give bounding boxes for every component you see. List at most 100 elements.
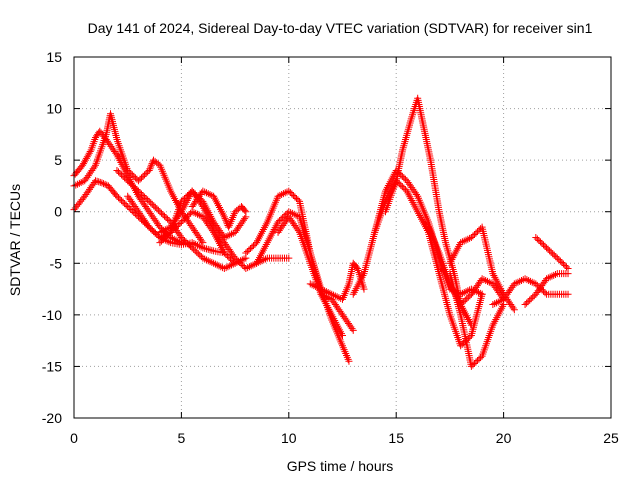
data-point — [463, 295, 471, 303]
data-point — [492, 299, 500, 307]
data-point — [157, 237, 165, 245]
plot-frame — [73, 56, 612, 419]
data-point — [521, 301, 529, 309]
data-point — [485, 278, 493, 286]
data-point — [177, 234, 185, 241]
data-point — [480, 276, 488, 284]
y-axis-label: SDTVAR / TECUs — [7, 184, 23, 296]
data-point — [177, 218, 185, 226]
data-point — [158, 227, 166, 235]
data-point — [119, 172, 127, 180]
data-point — [245, 246, 253, 254]
data-point — [184, 212, 192, 220]
data-point — [550, 251, 558, 259]
data-point — [130, 172, 138, 180]
data-point — [472, 229, 480, 237]
data-point — [532, 234, 540, 241]
data-point — [228, 230, 236, 238]
data-point — [134, 187, 142, 195]
data-point — [322, 288, 330, 296]
data-point — [478, 290, 486, 298]
data-point — [72, 181, 80, 189]
data-point — [326, 289, 334, 297]
data-point — [128, 171, 136, 179]
data-point — [509, 304, 517, 312]
data-point — [145, 197, 153, 205]
data-point — [148, 226, 156, 234]
data-point — [199, 254, 207, 262]
data-point — [470, 359, 478, 367]
data-point — [538, 239, 546, 247]
data-point — [174, 237, 182, 245]
data-point — [464, 235, 472, 243]
data-point — [95, 178, 103, 186]
data-point — [142, 194, 150, 202]
data-point — [113, 192, 121, 200]
series-track-8 — [188, 187, 250, 231]
data-point — [234, 257, 242, 265]
data-point — [262, 255, 270, 263]
data-point — [222, 216, 230, 224]
data-point — [195, 211, 203, 219]
data-point — [279, 214, 287, 222]
data-point — [559, 260, 567, 268]
data-point — [114, 168, 122, 176]
data-point — [330, 291, 338, 299]
data-point — [116, 169, 124, 177]
data-point — [125, 168, 133, 176]
data-point — [525, 276, 533, 284]
data-point — [352, 263, 360, 271]
data-point — [539, 241, 547, 249]
data-point — [139, 172, 147, 180]
data-point — [199, 187, 207, 195]
data-point — [312, 282, 320, 290]
data-point — [185, 211, 193, 219]
data-point — [317, 285, 325, 293]
data-point — [202, 256, 210, 264]
data-point — [125, 178, 133, 186]
data-point — [198, 201, 206, 209]
data-point — [147, 225, 155, 233]
y-tick-label: -20 — [42, 410, 62, 426]
data-point — [397, 181, 405, 189]
data-point — [467, 362, 475, 370]
data-point — [168, 234, 176, 242]
data-point — [114, 194, 122, 202]
data-point — [528, 278, 536, 286]
data-point — [512, 279, 520, 287]
data-point — [224, 263, 232, 271]
data-point — [248, 243, 256, 251]
data-point — [116, 195, 124, 203]
data-point — [188, 244, 196, 252]
data-point — [242, 249, 250, 257]
data-point — [118, 171, 126, 179]
data-point — [306, 280, 314, 288]
data-point — [157, 209, 165, 217]
data-point — [315, 284, 323, 292]
data-point — [546, 247, 554, 255]
data-point — [145, 223, 153, 231]
data-point — [146, 165, 154, 173]
data-point — [165, 230, 173, 238]
data-point — [245, 263, 253, 271]
data-point — [124, 203, 132, 211]
data-point — [180, 194, 188, 202]
data-point — [91, 177, 99, 185]
data-point — [179, 235, 187, 243]
data-point — [328, 290, 336, 298]
data-point — [239, 261, 247, 269]
data-point — [536, 238, 544, 246]
data-point — [460, 289, 468, 297]
data-point — [349, 326, 357, 334]
data-point — [541, 289, 549, 297]
data-point — [294, 196, 302, 204]
data-point — [400, 174, 408, 182]
data-point — [147, 199, 155, 207]
data-point — [96, 178, 104, 186]
data-point — [86, 148, 94, 156]
data-point — [144, 196, 152, 204]
data-point — [561, 261, 569, 269]
data-point — [90, 163, 98, 171]
data-point — [204, 245, 212, 253]
data-point — [237, 260, 245, 268]
